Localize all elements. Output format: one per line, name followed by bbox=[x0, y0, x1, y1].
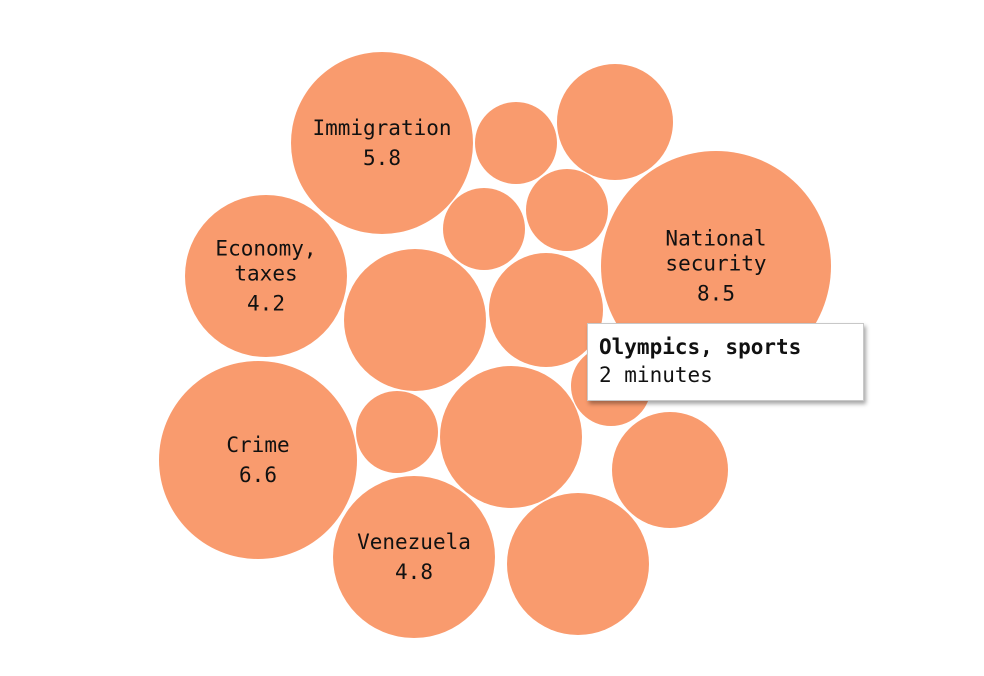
tooltip-value: 2 minutes bbox=[599, 363, 713, 387]
bubble-economy-taxes[interactable] bbox=[185, 195, 347, 357]
bubble-unlabeled-1[interactable] bbox=[475, 102, 557, 184]
bubble-unlabeled-5[interactable] bbox=[344, 249, 486, 391]
bubble-unlabeled-9[interactable] bbox=[612, 412, 728, 528]
bubble-unlabeled-8[interactable] bbox=[440, 366, 582, 508]
bubble-immigration[interactable] bbox=[291, 52, 473, 234]
bubble-unlabeled-7[interactable] bbox=[356, 391, 438, 473]
bubble-unlabeled-4[interactable] bbox=[526, 169, 608, 251]
tooltip: Olympics, sports 2 minutes bbox=[587, 323, 864, 401]
bubble-unlabeled-2[interactable] bbox=[557, 64, 673, 180]
bubble-unlabeled-6[interactable] bbox=[489, 253, 603, 367]
bubble-venezuela[interactable] bbox=[333, 476, 495, 638]
bubble-unlabeled-3[interactable] bbox=[443, 188, 525, 270]
bubble-crime[interactable] bbox=[159, 361, 357, 559]
bubble-unlabeled-10[interactable] bbox=[507, 493, 649, 635]
tooltip-title: Olympics, sports bbox=[599, 335, 802, 359]
